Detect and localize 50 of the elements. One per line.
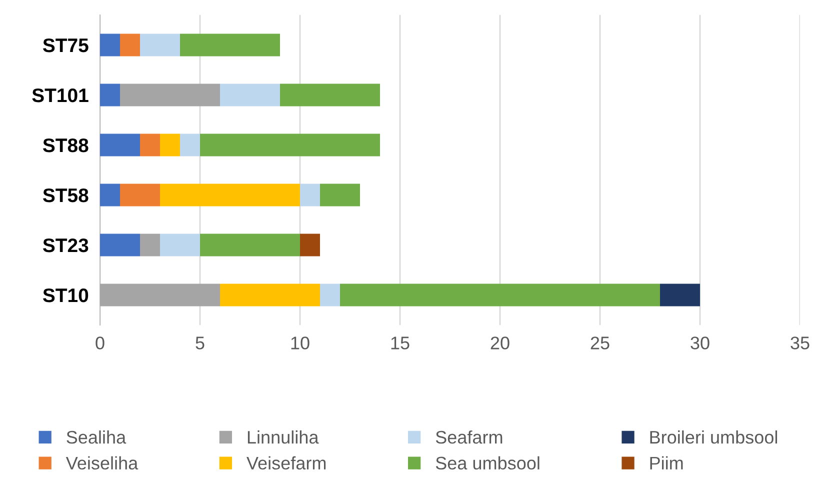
legend-label: Linnuliha bbox=[248, 430, 319, 444]
bar bbox=[160, 184, 300, 206]
legend-label: Seafarm bbox=[436, 430, 502, 444]
bar bbox=[200, 134, 380, 156]
bar bbox=[100, 84, 120, 106]
bar bbox=[100, 184, 120, 206]
bar bbox=[300, 234, 320, 256]
y-tick-label: ST88 bbox=[42, 138, 88, 152]
legend-label: Veiseliha bbox=[66, 456, 138, 470]
x-tick-label: 5 bbox=[196, 336, 204, 350]
bar bbox=[160, 234, 200, 256]
y-tick-label: ST75 bbox=[42, 38, 88, 52]
bar bbox=[100, 284, 220, 306]
y-tick-label: ST58 bbox=[42, 188, 88, 202]
y-tick-label: ST10 bbox=[42, 288, 88, 302]
bar bbox=[120, 34, 140, 56]
x-tick-label: 15 bbox=[391, 336, 410, 350]
bar bbox=[300, 184, 320, 206]
legend-label: Piim bbox=[650, 456, 683, 470]
bar bbox=[660, 284, 700, 306]
y-tick-label: ST101 bbox=[32, 88, 88, 102]
bar bbox=[120, 84, 220, 106]
bar bbox=[220, 284, 320, 306]
x-tick-label: 0 bbox=[96, 336, 104, 350]
legend-label: Sea umbsool bbox=[436, 456, 540, 470]
bar bbox=[180, 34, 280, 56]
bar bbox=[320, 184, 360, 206]
bar bbox=[100, 134, 140, 156]
bar bbox=[160, 134, 180, 156]
x-tick-label: 20 bbox=[490, 336, 510, 350]
bar bbox=[200, 234, 300, 256]
x-tick-label: 35 bbox=[790, 336, 810, 350]
bar bbox=[140, 34, 180, 56]
bar bbox=[120, 184, 160, 206]
x-tick-label: 30 bbox=[690, 336, 710, 350]
legend-label: Sealiha bbox=[66, 430, 126, 444]
x-tick-label: 10 bbox=[291, 336, 310, 350]
bar bbox=[220, 84, 280, 106]
bar bbox=[100, 34, 120, 56]
legend-label: Broileri umbsool bbox=[650, 430, 778, 444]
bar bbox=[280, 84, 380, 106]
y-tick-label: ST23 bbox=[42, 238, 88, 252]
bar bbox=[180, 134, 200, 156]
bar bbox=[340, 284, 660, 306]
x-tick-label: 25 bbox=[590, 336, 610, 350]
bar bbox=[140, 134, 160, 156]
bar bbox=[100, 234, 140, 256]
bar bbox=[320, 284, 340, 306]
legend-label: Veisefarm bbox=[246, 456, 326, 470]
bar bbox=[140, 234, 160, 256]
